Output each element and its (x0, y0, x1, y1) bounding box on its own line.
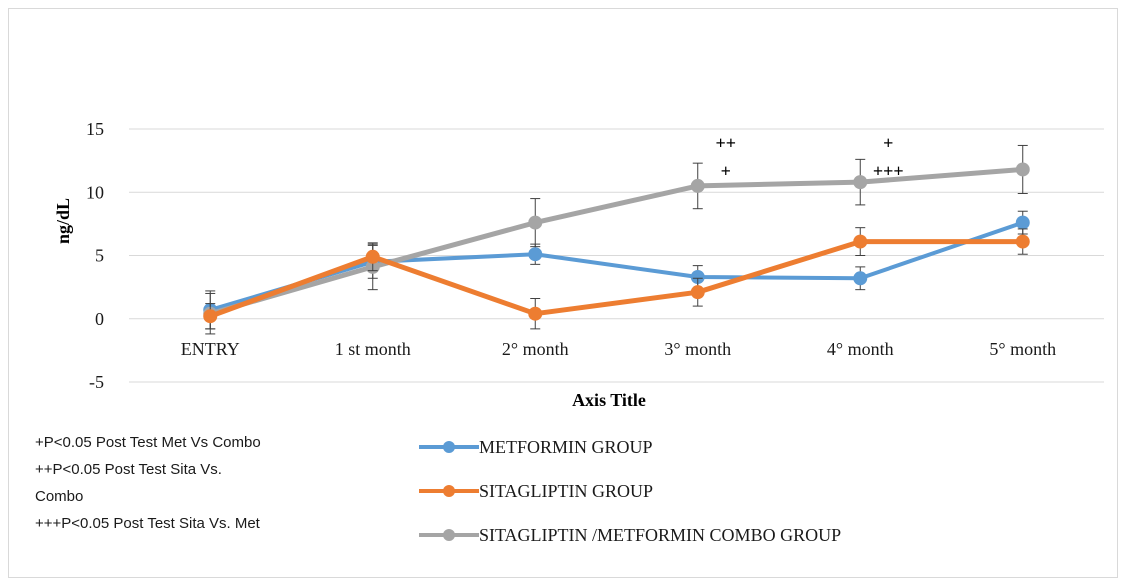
legend-swatch-metformin (419, 435, 479, 457)
legend-swatch-combo (419, 523, 479, 545)
legend-label: SITAGLIPTIN GROUP (479, 481, 654, 501)
note-line: +P<0.05 Post Test Met Vs Combo (35, 434, 261, 451)
series-0 (203, 210, 1030, 330)
chart-frame: -5 0 5 10 15 ENTRY 1 st month 2° month 3° month… (8, 8, 1118, 578)
note-line: Combo (35, 488, 84, 505)
y-tick-label: 5 (95, 246, 104, 266)
data-point (690, 178, 705, 193)
significance-notes: +P<0.05 Post Test Met Vs Combo ++P<0.05 … (35, 429, 395, 537)
note-line: ++P<0.05 Post Test Sita Vs. (35, 461, 222, 478)
data-point (690, 270, 705, 285)
significance-marker: + (883, 133, 893, 153)
legend-label: SITAGLIPTIN /METFORMIN COMBO GROUP (479, 525, 842, 545)
data-point (528, 306, 543, 321)
x-axis-label: Axis Title (572, 390, 646, 410)
note-line: +++P<0.05 Post Test Sita Vs. Met (35, 515, 260, 532)
data-point (203, 309, 218, 324)
data-point (528, 215, 543, 230)
x-tick-label: ENTRY (181, 339, 240, 359)
series-line (209, 166, 1023, 317)
y-axis-label: ng/dL (53, 198, 73, 244)
y-tick-label: 0 (95, 309, 104, 329)
x-tick-label: 1 st month (335, 339, 411, 359)
data-point (853, 271, 868, 286)
line-chart: -5 0 5 10 15 ENTRY 1 st month 2° month 3° month… (53, 119, 1104, 410)
legend-item-metformin: METFORMIN GROUP (419, 435, 889, 459)
y-tick-label: 10 (86, 182, 104, 202)
data-point (853, 234, 868, 249)
series-1 (203, 227, 1030, 330)
legend-item-sitagliptin: SITAGLIPTIN GROUP (419, 479, 889, 503)
gridlines (129, 128, 1104, 383)
x-tick-label: 3° month (664, 339, 731, 359)
x-tick-label: 4° month (827, 339, 894, 359)
x-tick-label: 5° month (989, 339, 1056, 359)
data-point (1015, 162, 1030, 177)
y-tick-label: -5 (89, 372, 104, 392)
annotations: +++++++ (715, 133, 903, 181)
x-tick-label: 2° month (502, 339, 569, 359)
series-line (209, 220, 1024, 312)
legend-item-combo: SITAGLIPTIN /METFORMIN COMBO GROUP (419, 523, 889, 547)
series-line (209, 239, 1023, 319)
data-point (853, 175, 868, 190)
data-point (365, 249, 380, 264)
y-axis-ticks: -5 0 5 10 15 (86, 119, 104, 392)
x-axis-ticks: ENTRY 1 st month 2° month 3° month 4° month 5… (181, 339, 1056, 359)
data-point (1015, 234, 1030, 249)
significance-marker: + (721, 161, 731, 181)
series-layer (203, 144, 1030, 335)
data-point (528, 247, 543, 262)
y-tick-label: 15 (86, 119, 104, 139)
significance-marker: +++ (873, 161, 904, 181)
legend-swatch-sitagliptin (419, 479, 479, 501)
data-point (1015, 215, 1030, 230)
significance-marker: ++ (715, 133, 736, 153)
legend: METFORMIN GROUP SITAGLIPTIN GROUP SITAGL… (419, 435, 889, 567)
legend-label: METFORMIN GROUP (479, 437, 653, 457)
data-point (690, 285, 705, 300)
